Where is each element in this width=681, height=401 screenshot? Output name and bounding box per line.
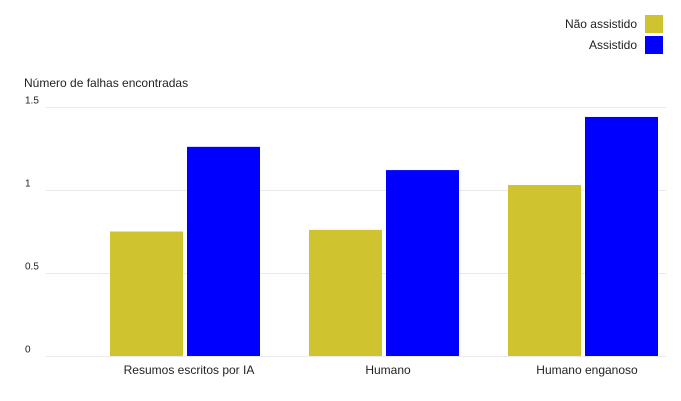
legend-swatch	[645, 36, 663, 54]
x-tick-label: Humano enganoso	[536, 363, 638, 377]
bar-layer	[110, 116, 658, 357]
legend-label: Assistido	[589, 38, 637, 52]
x-tick-label: Humano	[365, 363, 411, 377]
bar	[309, 229, 382, 356]
y-tick-labels: 0 0.5 1 1.5	[25, 96, 39, 356]
bar	[110, 231, 183, 356]
y-tick-label: 0	[25, 345, 31, 356]
bar	[585, 116, 658, 357]
legend-label: Não assistido	[565, 17, 637, 31]
x-tick-label: Resumos escritos por IA	[124, 363, 255, 377]
legend-swatch	[645, 15, 663, 33]
category-labels: Resumos escritos por IA Humano Humano enga…	[124, 363, 638, 377]
y-tick-label: 1.5	[25, 96, 39, 107]
y-tick-label: 1	[25, 179, 31, 190]
bar	[508, 185, 581, 356]
bar	[386, 170, 459, 356]
legend: Não assistido Assistido	[565, 15, 663, 54]
y-axis-title: Número de falhas encontradas	[24, 76, 188, 90]
bar	[187, 146, 260, 356]
y-tick-label: 0.5	[25, 262, 39, 273]
